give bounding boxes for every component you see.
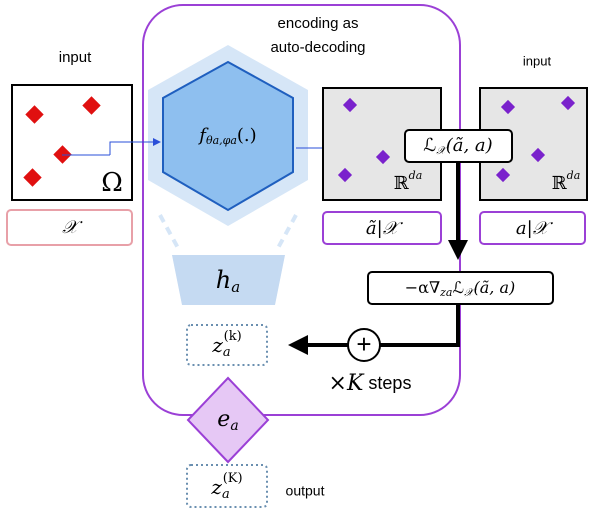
input-set-label: a|𝒳 — [516, 218, 554, 239]
gradient-label: −α∇zaℒ𝒳(ã, a) — [405, 278, 515, 300]
encoder-title: encoding as — [278, 15, 359, 32]
encoder-title: auto-decoding — [270, 39, 365, 56]
input-label: input — [59, 49, 92, 66]
input-points — [23, 96, 101, 187]
sum-node — [347, 328, 381, 362]
plus: + — [356, 329, 371, 359]
domain-symbol: Ω — [101, 168, 123, 198]
output-box — [186, 464, 268, 508]
prediction-label: ã|𝒳 — [366, 218, 404, 239]
embedding-label: ea — [217, 407, 238, 434]
loss-label: ℒ𝒳(ã, a) — [423, 135, 492, 157]
embedding — [186, 376, 270, 464]
prediction-label-box — [322, 211, 442, 245]
steps-label: ×K steps — [329, 371, 412, 396]
network-label: fθa,φa(.) — [197, 125, 256, 147]
space-label: ℝda — [394, 169, 423, 194]
input-points — [495, 95, 576, 183]
output-label: output — [286, 483, 325, 499]
input-label-box — [479, 211, 586, 245]
output-latent: za(K) — [210, 471, 242, 502]
latent-box — [186, 324, 268, 366]
space-label: ℝda — [552, 169, 581, 194]
prediction-points — [337, 97, 391, 183]
set-box — [6, 209, 133, 246]
latent-label: za(k) — [211, 329, 241, 360]
gradient-box — [367, 271, 554, 305]
network — [162, 60, 294, 212]
input-label: input — [523, 53, 552, 68]
head-label: ha — [216, 266, 240, 297]
arrow — [109, 138, 161, 155]
head — [172, 255, 285, 305]
